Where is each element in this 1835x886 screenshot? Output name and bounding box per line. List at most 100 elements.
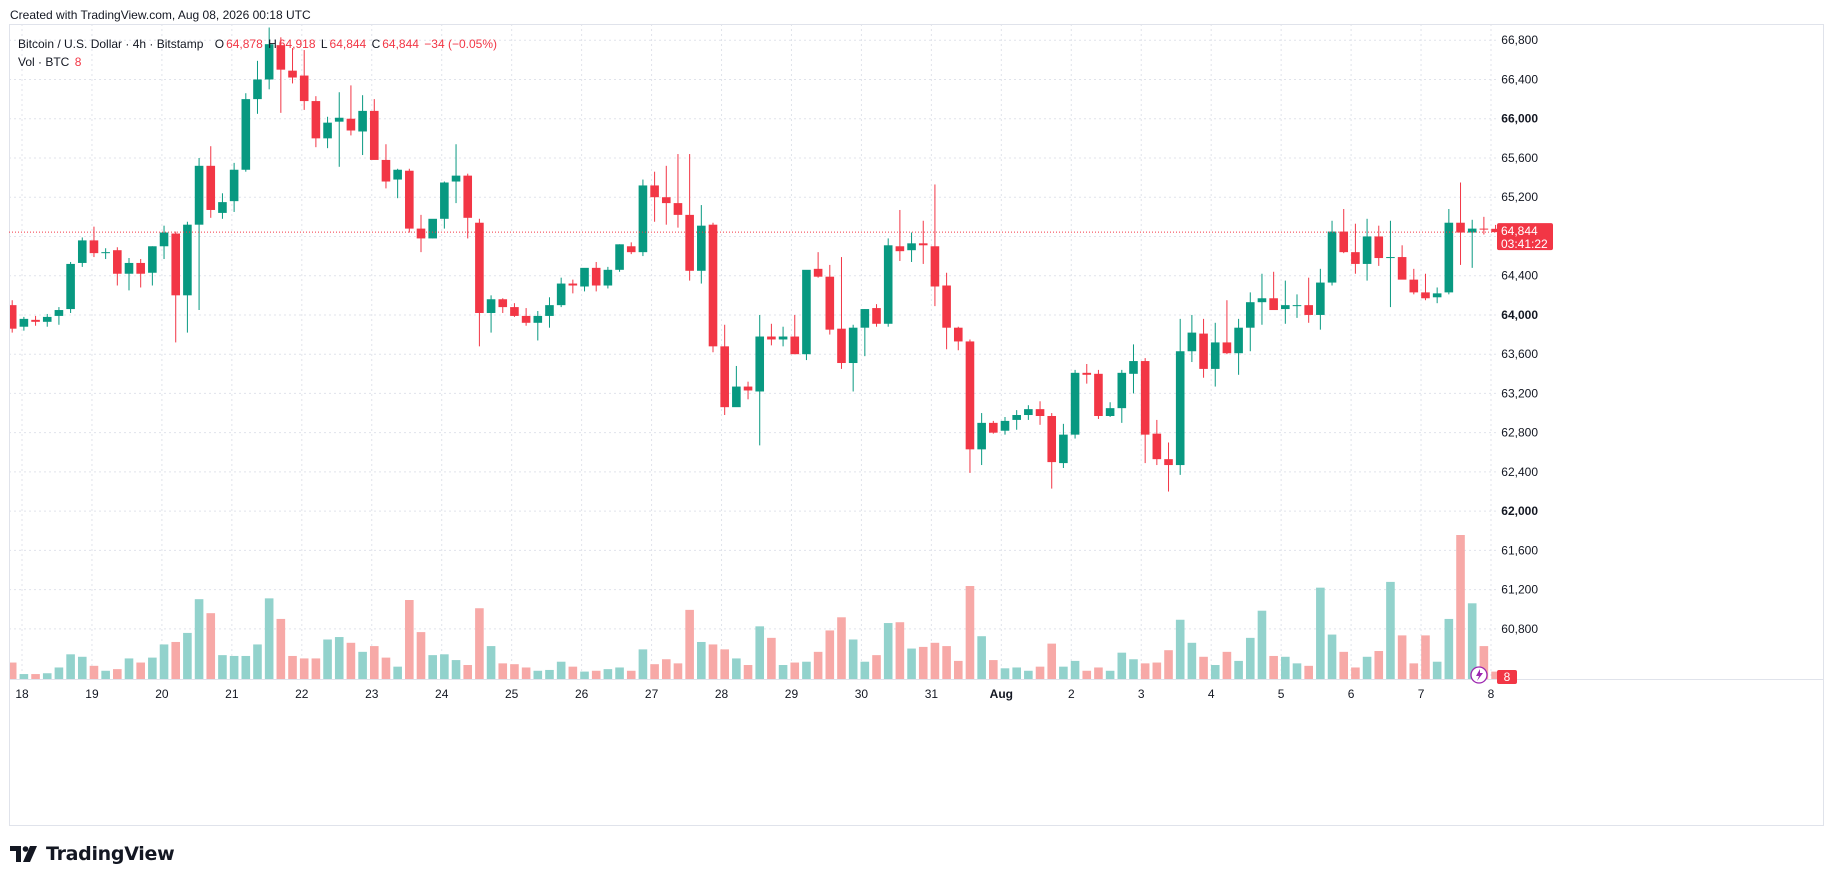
- volume-bar: [556, 661, 566, 679]
- x-tick-label: 4: [1208, 687, 1215, 701]
- x-tick-label: 28: [715, 687, 729, 701]
- y-tick-label: 62,000: [1501, 504, 1538, 518]
- candle-body: [825, 276, 835, 330]
- volume-bar: [1304, 665, 1313, 679]
- candle-body: [1187, 332, 1197, 352]
- candle-body: [381, 159, 391, 182]
- volume-bar: [159, 644, 169, 679]
- candle-body: [1035, 409, 1045, 416]
- candle-body: [1257, 298, 1267, 303]
- volume-bar: [1094, 667, 1103, 679]
- chart-frame[interactable]: 60,800 61,200 61,600 62,000 62,400 62,800 63,2…: [9, 24, 1824, 826]
- candle-body: [1117, 372, 1127, 409]
- volume-bar: [1327, 634, 1337, 679]
- volume-bar: [1292, 663, 1302, 679]
- volume-bar: [405, 600, 414, 679]
- volume-bar: [1409, 663, 1419, 679]
- x-tick-label: 5: [1278, 687, 1285, 701]
- candle-body: [1432, 293, 1442, 298]
- candle-body: [1444, 222, 1454, 293]
- candle-body: [113, 250, 122, 274]
- volume-bar: [1234, 660, 1243, 679]
- candle-body: [778, 336, 788, 340]
- volume-bar: [1059, 666, 1068, 679]
- legend-high-label: H: [268, 37, 277, 51]
- candle-body: [299, 75, 309, 102]
- volume-bar: [241, 655, 251, 679]
- candle-body: [288, 70, 297, 78]
- candle-body: [276, 45, 286, 70]
- volume-bar: [1281, 656, 1290, 679]
- volume-bar: [837, 617, 846, 679]
- candle-body: [405, 170, 414, 229]
- candle-body: [323, 122, 332, 139]
- candle-body: [720, 346, 729, 408]
- volume-bar: [1035, 666, 1045, 679]
- candle-body: [393, 169, 402, 180]
- volume-bar: [1082, 670, 1092, 679]
- candle-body: [989, 422, 998, 433]
- legend-low-label: L: [320, 37, 328, 51]
- y-tick-label: 62,400: [1501, 465, 1538, 479]
- candle-body: [708, 224, 718, 347]
- candle-body: [451, 175, 461, 182]
- candlestick-chart[interactable]: 60,800 61,200 61,600 62,000 62,400 62,800 63,2…: [9, 24, 1824, 826]
- candle-body: [930, 246, 940, 287]
- volume-bar: [1129, 659, 1138, 679]
- volume-bar: [661, 659, 671, 679]
- candle-body: [568, 283, 578, 286]
- volume-bar: [229, 655, 239, 679]
- candle-body: [965, 341, 975, 450]
- candle-body: [1070, 372, 1080, 435]
- candle-body: [440, 182, 449, 219]
- volume-bar: [1257, 610, 1267, 679]
- x-tick-label: 31: [925, 687, 939, 701]
- current-price-tag: [1497, 223, 1553, 251]
- tradingview-logo-icon: [10, 846, 37, 862]
- volume-bar: [1047, 643, 1057, 679]
- volume-bar: [977, 636, 986, 679]
- legend-low-value: 64,844: [329, 37, 367, 51]
- candle-body: [1339, 231, 1349, 253]
- volume-bar: [1199, 656, 1208, 679]
- y-tick-label: 60,800: [1501, 622, 1538, 636]
- volume-bar: [218, 655, 227, 679]
- volume-bar: [1105, 670, 1115, 679]
- volume-bar: [591, 670, 601, 679]
- x-tick-label: 26: [575, 687, 589, 701]
- candle-body: [486, 299, 496, 313]
- candle-body: [498, 299, 508, 308]
- volume-bar: [521, 667, 531, 679]
- lightning-icon-bolt: [1476, 669, 1483, 681]
- candle-body: [346, 118, 356, 131]
- candle-body: [1467, 228, 1477, 233]
- candle-body: [1456, 222, 1465, 233]
- candle-body: [1421, 292, 1430, 299]
- candle-body: [1234, 327, 1243, 354]
- candle-body: [661, 197, 671, 204]
- volume-bar: [1152, 662, 1162, 679]
- candle-body: [253, 79, 262, 100]
- volume-bar: [895, 622, 905, 679]
- candle-body: [1082, 372, 1092, 375]
- volume-tag: [1497, 670, 1517, 684]
- volume-bar: [77, 656, 87, 679]
- candle-body: [9, 305, 17, 329]
- candle-body: [1164, 459, 1173, 466]
- y-tick-label: 66,400: [1501, 72, 1538, 86]
- volume-bar: [1491, 671, 1500, 679]
- volume-bar: [1362, 656, 1372, 679]
- volume-bar: [708, 644, 718, 679]
- volume-bar: [1351, 667, 1360, 679]
- candle-body: [556, 283, 566, 306]
- candle-body: [1374, 236, 1384, 259]
- candle-body: [1397, 257, 1407, 280]
- volume-bar: [1397, 635, 1407, 679]
- candle-body: [31, 319, 40, 322]
- x-tick-label: 2: [1068, 687, 1075, 701]
- candle-body: [218, 202, 227, 213]
- tradingview-logo[interactable]: TradingView: [10, 843, 175, 865]
- candle-body: [1024, 409, 1033, 416]
- candle-body: [475, 222, 484, 313]
